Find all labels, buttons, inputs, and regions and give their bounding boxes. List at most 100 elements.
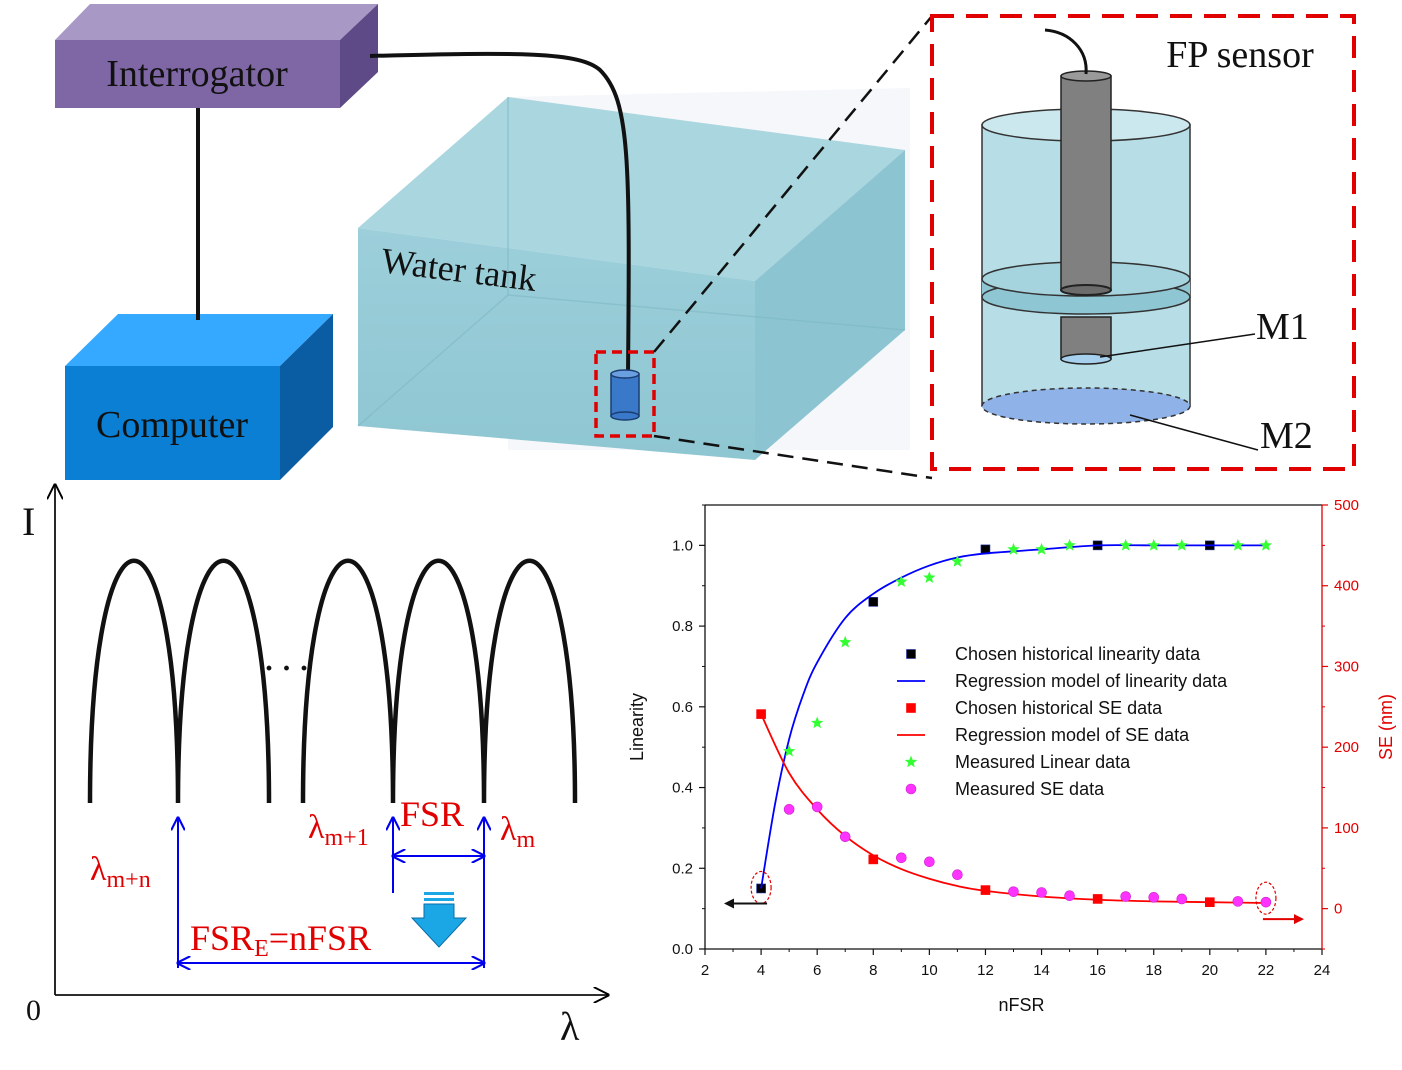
data-point-5 [1232,896,1244,907]
x-axis-label: nFSR [998,995,1044,1015]
y-tick-label: 0.0 [672,941,693,958]
fsr-label: FSR [400,794,464,834]
data-point-4 [951,555,964,567]
right-axis-arrow-head [1294,914,1304,925]
legend-swatch [906,649,916,659]
legend-label: Chosen historical SE data [955,698,1163,718]
spectrum-fringes [87,558,578,804]
data-point-4 [1259,538,1273,551]
zoom-line-top [653,15,933,353]
data-point-5 [811,801,823,813]
legend-label: Regression model of linearity data [955,671,1228,691]
spectrum-x-label: λ [560,1004,580,1049]
y2-tick-label: 200 [1334,739,1359,756]
data-point-4 [1175,538,1188,551]
m2-label: M2 [1260,415,1313,457]
fp-sensor-drawing [981,28,1259,451]
y2-tick-label: 0 [1334,901,1342,918]
y2-tick-label: 300 [1334,658,1359,675]
legend-swatch [906,703,916,713]
lambda-m-label: λm [500,811,536,853]
computer-label: Computer [96,404,248,446]
x-tick-label: 16 [1089,962,1106,979]
data-point-4 [783,744,796,757]
legend-swatch [904,755,918,768]
data-point-5 [1008,886,1019,897]
data-point-4 [895,575,908,587]
y2-tick-label: 500 [1334,497,1359,514]
data-point-5 [1176,893,1188,905]
data-point-4 [1231,538,1244,551]
data-point-4 [1119,538,1132,551]
m1-label: M1 [1256,306,1309,348]
data-point-5 [924,856,935,868]
x-tick-label: 22 [1258,962,1275,979]
spectrum-arrows [178,818,484,968]
y-tick-label: 0.2 [672,860,693,877]
spectrum-axes [55,485,608,995]
legend-label: Measured Linear data [955,752,1131,772]
zoom-region [594,350,656,438]
legend-label: Chosen historical linearity data [955,644,1201,664]
data-point-5 [896,852,907,864]
data-point-4 [811,716,824,729]
data-point-0 [868,597,879,607]
linearity-se-chart: 2 4 6 8 10 12 14 16 18 20 22 240.00.20.40.60.81.001… [627,497,1396,1015]
lambda-m1-label: λm+1 [308,809,369,851]
mirror-m1 [1060,353,1112,365]
data-point-4 [839,635,852,648]
fsre-label: FSRE=nFSR [190,918,371,962]
y-tick-label: 0.6 [672,699,693,716]
y2-axis-label: SE (nm) [1376,694,1396,760]
right-axis-indicator [1255,881,1277,915]
data-point-4 [1007,542,1020,555]
data-point-5 [783,804,795,815]
data-point-5 [1260,896,1272,908]
spectrum-ellipsis: · · · [264,652,309,685]
data-point-4 [1035,542,1048,555]
computer-box [65,314,333,480]
data-point-5 [839,831,851,843]
data-point-5 [952,869,963,881]
data-point-5 [1036,887,1047,898]
legend-swatch [905,783,917,795]
optical-fiber [369,51,631,376]
x-tick-label: 18 [1145,962,1162,979]
y-tick-label: 0.4 [672,780,693,797]
spectrum-y-label: I [22,499,35,544]
x-tick-label: 24 [1314,962,1331,979]
legend-label: Regression model of SE data [955,725,1190,745]
data-point-5 [1064,890,1075,902]
legend-label: Measured SE data [955,779,1105,799]
x-tick-label: 12 [977,962,994,979]
x-tick-label: 6 [813,962,821,979]
data-point-4 [1147,538,1160,551]
data-point-5 [1120,891,1131,902]
y-axis-label: Linearity [627,693,647,761]
zoom-line-bottom [653,434,933,480]
interrogator-label: Interrogator [106,53,288,95]
x-tick-label: 14 [1033,962,1050,979]
interrogator-box [55,4,378,108]
sensor-title: FP sensor [1166,34,1314,76]
y2-tick-label: 100 [1334,820,1359,837]
water-tank [357,88,910,460]
y-tick-label: 1.0 [672,537,693,554]
y2-tick-label: 400 [1334,578,1359,595]
spectrum-origin: 0 [26,994,41,1027]
x-tick-label: 2 [701,962,709,979]
data-point-4 [1063,538,1076,551]
y-tick-label: 0.8 [672,618,693,635]
x-tick-label: 8 [869,962,877,979]
lambda-m-n-label: λm+n [90,851,151,893]
x-tick-label: 10 [921,962,938,979]
spectrum-down-arrow-icon [410,892,468,948]
left-axis-arrow-head [724,898,734,909]
x-tick-label: 4 [757,962,765,979]
x-tick-label: 20 [1201,962,1218,979]
data-point-4 [923,571,936,583]
data-point-5 [1148,892,1160,903]
mirror-m2 [981,387,1191,425]
